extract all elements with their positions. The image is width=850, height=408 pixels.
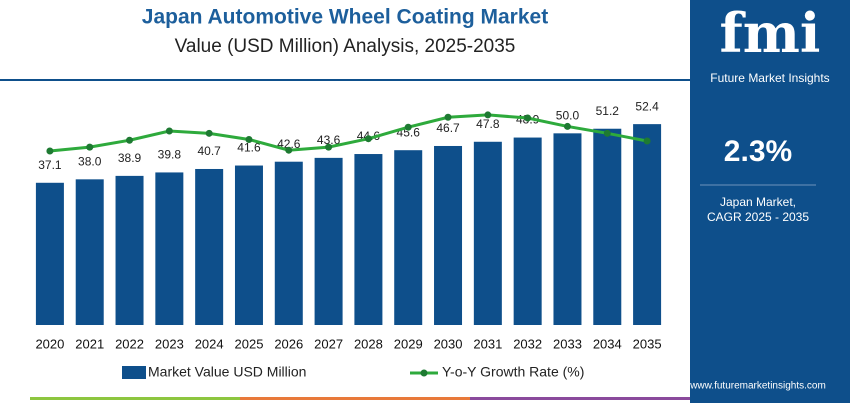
bar xyxy=(155,172,184,325)
line-point xyxy=(643,137,651,145)
value-label: 46.7 xyxy=(436,121,460,135)
chart-subtitle: Value (USD Million) Analysis, 2025-2035 xyxy=(175,36,516,57)
line-point xyxy=(484,111,492,119)
value-label: 50.0 xyxy=(556,109,580,123)
bar xyxy=(274,161,303,325)
line-point xyxy=(563,122,571,130)
x-tick-label: 2035 xyxy=(633,336,662,351)
bar xyxy=(434,145,463,325)
x-tick-label: 2028 xyxy=(354,336,383,351)
bar xyxy=(234,165,263,325)
cagr-value: 2.3% xyxy=(724,135,792,168)
bar xyxy=(195,168,224,325)
line-point xyxy=(444,113,452,121)
legend-label: Market Value USD Million xyxy=(148,364,306,380)
bar xyxy=(473,141,502,325)
x-tick-label: 2031 xyxy=(473,336,502,351)
bar xyxy=(115,175,144,325)
market-label: Japan Market, xyxy=(720,195,796,209)
value-label: 41.6 xyxy=(237,141,261,155)
line-point xyxy=(165,127,173,135)
bar xyxy=(553,133,582,325)
line-point xyxy=(205,129,213,137)
bar xyxy=(35,182,64,325)
value-label: 38.9 xyxy=(118,151,142,165)
x-tick-label: 2030 xyxy=(434,336,463,351)
x-tick-label: 2034 xyxy=(593,336,622,351)
value-label: 39.8 xyxy=(158,148,182,162)
footer-strip xyxy=(240,397,470,400)
line-point xyxy=(364,135,372,143)
website: www.futuremarketinsights.com xyxy=(689,381,826,392)
x-tick-label: 2033 xyxy=(553,336,582,351)
footer-strip xyxy=(30,397,240,400)
x-tick-label: 2020 xyxy=(35,336,64,351)
line-point xyxy=(86,143,94,151)
bar xyxy=(513,137,542,325)
bar xyxy=(394,150,423,325)
bar xyxy=(354,154,383,325)
value-label: 43.6 xyxy=(317,133,341,147)
legend-label: Y-o-Y Growth Rate (%) xyxy=(442,364,584,380)
line-point xyxy=(245,135,253,143)
line-point xyxy=(325,143,333,151)
x-tick-label: 2024 xyxy=(195,336,224,351)
line-point xyxy=(46,147,54,155)
line xyxy=(49,113,648,153)
period-label: CAGR 2025 - 2035 xyxy=(707,210,809,224)
legend-swatch xyxy=(122,366,146,379)
line-point xyxy=(404,123,412,131)
value-label: 40.7 xyxy=(197,144,221,158)
bar xyxy=(593,128,622,325)
line-point xyxy=(126,136,134,144)
chart-title: Japan Automotive Wheel Coating Market xyxy=(142,6,548,29)
x-tick-label: 2026 xyxy=(274,336,303,351)
bar xyxy=(75,179,104,325)
line-point xyxy=(524,114,532,122)
bar xyxy=(633,124,662,325)
footer-strip xyxy=(470,397,690,400)
value-label: 51.2 xyxy=(596,104,620,118)
brand: Future Market Insights xyxy=(710,71,829,85)
line-point xyxy=(603,129,611,137)
logo: fmi xyxy=(720,1,821,65)
x-tick-label: 2021 xyxy=(75,336,104,351)
value-label: 37.1 xyxy=(38,158,62,172)
value-label: 47.8 xyxy=(476,117,500,131)
x-tick-label: 2025 xyxy=(235,336,264,351)
x-tick-label: 2027 xyxy=(314,336,343,351)
legend-swatch xyxy=(420,369,428,377)
x-tick-label: 2023 xyxy=(155,336,184,351)
sidebar xyxy=(690,0,850,403)
line-point xyxy=(285,146,293,154)
value-label: 52.4 xyxy=(635,99,659,113)
x-tick-label: 2032 xyxy=(513,336,542,351)
bar xyxy=(314,157,343,325)
value-label: 38.0 xyxy=(78,155,102,169)
x-tick-label: 2029 xyxy=(394,336,423,351)
x-tick-label: 2022 xyxy=(115,336,144,351)
